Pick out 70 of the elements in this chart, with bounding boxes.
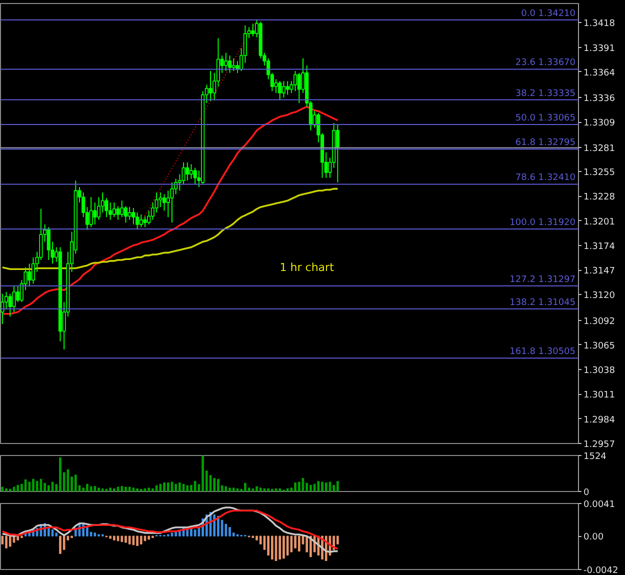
candlestick xyxy=(286,80,290,96)
candlestick xyxy=(186,162,190,182)
candlestick xyxy=(16,286,20,303)
y-tick-label: 1.3391 xyxy=(584,44,615,54)
y-tick-label: 1.3147 xyxy=(584,266,615,277)
candlestick xyxy=(282,80,286,98)
candlestick xyxy=(274,78,278,94)
ref-line-label: 138.2 1.31045 xyxy=(510,298,576,308)
candlestick xyxy=(96,196,101,220)
candlestick xyxy=(297,72,301,104)
ref-line-label: 38.2 1.33335 xyxy=(515,88,576,99)
y-tick-label: 1.3255 xyxy=(584,168,615,178)
y-tick-label: 0.0041 xyxy=(584,500,615,510)
candlestick xyxy=(108,202,112,220)
y-tick-label: 1.3418 xyxy=(584,19,616,30)
candlestick xyxy=(208,70,212,102)
ref-line-label: 61.8 1.32795 xyxy=(515,138,576,148)
candlestick xyxy=(93,202,97,225)
candlestick xyxy=(12,286,16,313)
ref-line-label: 23.6 1.33670 xyxy=(515,58,576,68)
annotation: 1 hr chart xyxy=(280,261,335,274)
y-tick-label: -0.0042 xyxy=(584,566,618,575)
ref-line-label: 127.2 1.31297 xyxy=(510,274,576,285)
y-tick-label: 1.3201 xyxy=(584,217,615,228)
candlestick xyxy=(232,58,236,72)
y-tick-label: 1.3228 xyxy=(584,192,616,203)
candlestick xyxy=(0,293,4,324)
y-tick-label: 0 xyxy=(584,488,590,498)
y-tick-label: 1.3065 xyxy=(584,341,615,352)
ref-line-label: 161.8 1.30505 xyxy=(510,347,576,358)
candlestick xyxy=(228,55,232,74)
candlestick xyxy=(293,70,298,92)
y-tick-label: 0.00 xyxy=(584,532,604,543)
candlestick xyxy=(251,23,255,37)
y-tick-label: 1.3120 xyxy=(584,291,616,302)
ref-line-label: 100.0 1.31920 xyxy=(510,218,576,228)
candlestick xyxy=(224,52,228,72)
candlestick xyxy=(116,206,120,220)
candlestick xyxy=(154,192,158,214)
candlestick xyxy=(128,206,132,220)
candlestick xyxy=(162,194,166,212)
candlestick xyxy=(139,214,143,228)
y-tick-label: 1.2984 xyxy=(584,415,616,426)
y-tick-label: 1.3038 xyxy=(584,366,616,376)
candlestick xyxy=(278,80,282,101)
y-tick-label: 1.3281 xyxy=(584,144,615,154)
candlestick xyxy=(135,212,140,230)
candlestick xyxy=(336,124,340,183)
y-tick-label: 1.2957 xyxy=(584,440,615,450)
y-tick-label: 1524 xyxy=(584,452,607,462)
ref-line-label: 50.0 1.33065 xyxy=(515,113,576,124)
candlestick xyxy=(112,202,116,218)
candlestick xyxy=(170,182,174,224)
y-tick-label: 1.3364 xyxy=(584,68,616,78)
candlestick xyxy=(193,167,197,185)
candlestick xyxy=(189,164,194,180)
candlestick xyxy=(89,196,93,228)
y-tick-label: 1.3309 xyxy=(584,118,616,129)
ref-line-label: 78.6 1.32410 xyxy=(515,173,576,184)
y-tick-label: 1.3174 xyxy=(584,242,616,252)
candlestick xyxy=(120,200,124,218)
candlestick xyxy=(28,263,32,287)
y-tick-label: 1.3011 xyxy=(584,390,615,401)
y-tick-label: 1.3336 xyxy=(584,94,616,104)
y-tick-label: 1.3092 xyxy=(584,316,615,327)
candlestick xyxy=(143,216,147,228)
ref-line-label: 0.0 1.34210 xyxy=(521,8,576,19)
candlestick xyxy=(46,226,50,261)
candlestick xyxy=(132,207,136,225)
candlestick xyxy=(8,293,12,318)
